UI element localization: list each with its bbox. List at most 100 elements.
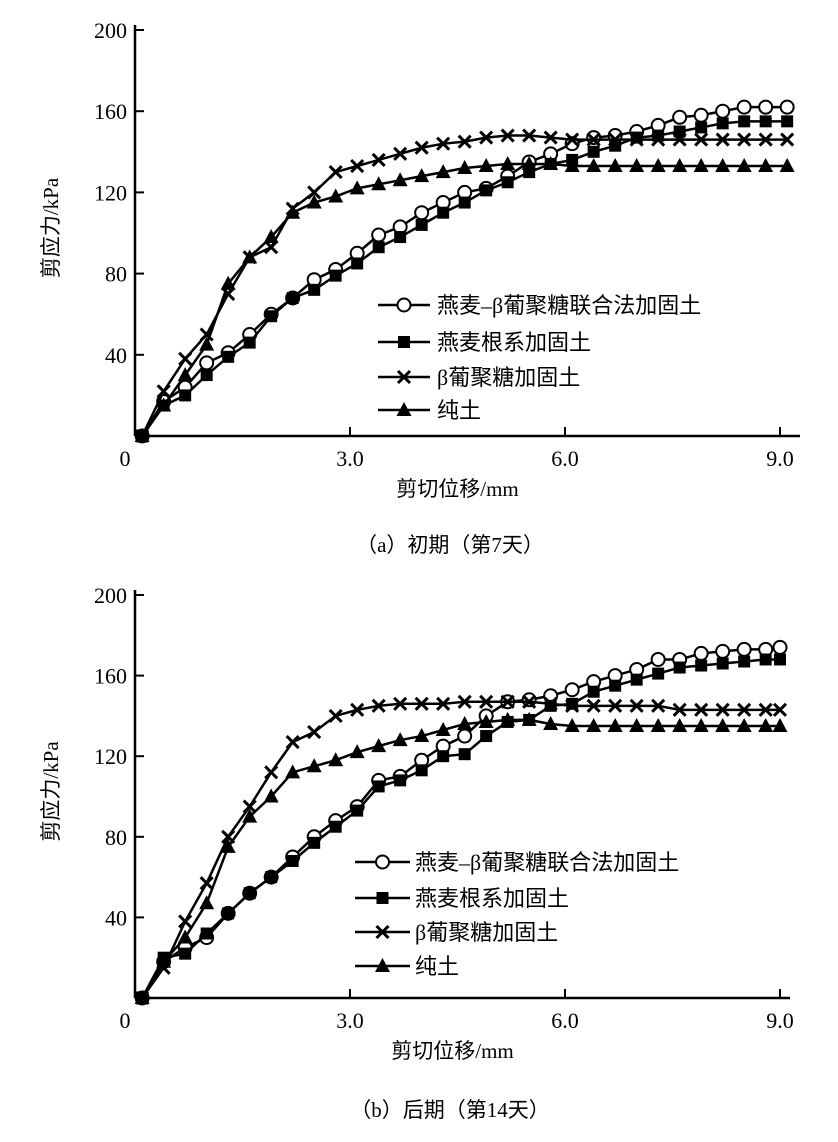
series-line — [141, 134, 788, 437]
data-point-square — [265, 871, 278, 884]
data-point-square — [759, 653, 772, 666]
data-point-triangle — [693, 158, 709, 173]
data-point-cross — [328, 165, 343, 180]
legend-marker-square — [398, 336, 410, 348]
data-point-square — [200, 369, 213, 382]
data-point-triangle — [715, 158, 731, 173]
data-point-triangle — [650, 158, 666, 173]
data-point-square — [480, 730, 493, 743]
x-axis-title: 剪切位移/mm — [396, 477, 519, 501]
data-point-triangle — [758, 158, 774, 173]
data-point-square — [200, 927, 213, 940]
legend-label: 燕麦–β葡聚糖联合法加固土 — [437, 293, 701, 318]
data-point-square — [437, 206, 450, 219]
data-point-triangle — [328, 188, 344, 203]
data-point-cross — [371, 698, 386, 713]
y-tick-label: 120 — [94, 180, 127, 205]
y-axis-title: 剪应力/kPa — [39, 741, 63, 842]
data-point-triangle — [328, 752, 344, 767]
legend-marker-triangle — [375, 958, 390, 972]
data-point-circle — [758, 99, 774, 115]
data-point-square — [179, 389, 192, 402]
data-point-triangle — [263, 229, 279, 244]
data-point-square — [329, 820, 342, 833]
data-point-triangle — [199, 895, 215, 910]
data-point-triangle — [772, 717, 788, 732]
data-point-cross — [565, 132, 580, 147]
data-point-square — [609, 679, 622, 692]
data-point-square — [759, 115, 772, 128]
data-point-triangle — [242, 249, 258, 264]
data-point-circle — [772, 639, 788, 655]
data-point-triangle — [478, 158, 494, 173]
data-point-triangle — [306, 194, 322, 209]
data-point-cross — [436, 696, 451, 711]
data-point-triangle — [134, 990, 150, 1004]
legend-marker-cross — [375, 924, 390, 940]
data-point-cross — [414, 140, 429, 155]
data-point-triangle — [199, 336, 215, 351]
data-point-triangle — [650, 717, 666, 732]
data-point-circle — [564, 682, 580, 698]
data-point-circle — [199, 355, 215, 371]
legend-label: β葡聚糖加固土 — [415, 920, 558, 945]
data-point-circle — [779, 99, 795, 115]
data-point-cross — [457, 134, 472, 149]
data-point-triangle — [586, 158, 602, 173]
data-point-triangle — [156, 953, 172, 968]
data-point-triangle — [521, 711, 537, 726]
data-point-cross — [543, 130, 558, 145]
data-point-cross — [522, 128, 537, 143]
data-point-cross — [672, 132, 687, 147]
data-point-square — [738, 655, 751, 668]
data-point-cross — [651, 132, 666, 147]
data-point-cross — [436, 136, 451, 151]
data-point-cross — [651, 698, 666, 713]
data-point-cross — [629, 132, 644, 147]
data-point-triangle — [629, 158, 645, 173]
data-point-triangle — [220, 838, 236, 853]
y-tick-label: 200 — [94, 18, 127, 43]
data-point-square — [738, 115, 751, 128]
data-point-circle — [736, 641, 752, 657]
legend-marker-square — [376, 892, 389, 904]
data-point-square — [179, 947, 192, 960]
data-point-circle — [672, 109, 688, 125]
data-point-square — [587, 145, 600, 158]
data-point-circle — [715, 103, 731, 119]
data-point-cross — [629, 698, 644, 713]
data-point-cross — [242, 799, 257, 814]
series-square — [136, 653, 786, 1004]
data-point-square — [243, 887, 256, 900]
data-point-circle — [457, 728, 473, 744]
legend-entry: 燕麦根系加固土 — [378, 330, 591, 355]
data-point-square — [372, 241, 385, 254]
data-point-triangle — [736, 717, 752, 732]
y-tick-label: 200 — [94, 583, 127, 608]
legend-entry: 燕麦根系加固土 — [355, 886, 569, 911]
data-point-cross — [178, 351, 193, 366]
data-point-triangle — [607, 158, 623, 173]
data-point-cross — [715, 132, 730, 147]
data-point-triangle — [586, 717, 602, 732]
legend-entry: β葡聚糖加固土 — [355, 920, 558, 945]
data-point-triangle — [435, 722, 451, 737]
data-point-square — [351, 257, 364, 270]
data-point-triangle — [435, 164, 451, 179]
data-point-cross — [565, 698, 580, 713]
data-point-triangle — [371, 738, 387, 753]
data-point-square — [265, 310, 278, 323]
data-point-cross — [772, 702, 788, 717]
data-point-square — [394, 774, 407, 787]
data-point-triangle — [629, 717, 645, 732]
data-point-square — [630, 673, 643, 686]
data-point-square — [458, 196, 471, 209]
x-tick-label: 3.0 — [336, 446, 364, 471]
series-triangle — [134, 711, 788, 1004]
data-point-square — [695, 121, 708, 134]
data-point-triangle — [478, 713, 494, 728]
legend-label: 纯土 — [415, 954, 459, 979]
data-point-cross — [457, 694, 472, 709]
data-point-cross — [694, 702, 709, 717]
y-tick-label: 160 — [94, 664, 127, 689]
